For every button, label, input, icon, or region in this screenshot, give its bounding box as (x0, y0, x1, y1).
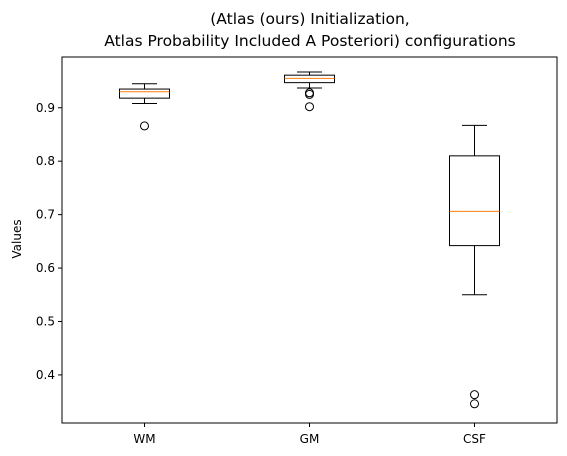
outlier-point (470, 390, 479, 400)
y-axis-label: Values (10, 219, 24, 258)
x-tick-label: WM (133, 432, 155, 446)
outlier-point (305, 102, 314, 112)
y-tick-label: 0.8 (36, 154, 55, 168)
axes-frame (61, 56, 558, 424)
box-iqr (284, 74, 335, 84)
plot-area: 0.4 0.5 0.6 0.7 0.8 0.9 WM GM CSF (36, 56, 558, 446)
chart-title-line-1: (Atlas (ours) Initialization, (210, 10, 410, 28)
x-tick-label: GM (300, 432, 320, 446)
y-tick-label: 0.6 (36, 261, 55, 275)
y-tick-label: 0.4 (36, 368, 55, 382)
chart-title-line-2: Atlas Probability Included A Posteriori)… (104, 32, 515, 50)
box-iqr (119, 88, 170, 99)
y-tick-label: 0.9 (36, 101, 55, 115)
outlier-point (305, 88, 314, 98)
outlier-point (470, 399, 479, 409)
box-iqr (449, 155, 500, 247)
outlier-point (140, 121, 149, 131)
y-tick-label: 0.7 (36, 208, 55, 222)
y-tick-label: 0.5 (36, 314, 55, 328)
x-tick-label: CSF (463, 432, 486, 446)
